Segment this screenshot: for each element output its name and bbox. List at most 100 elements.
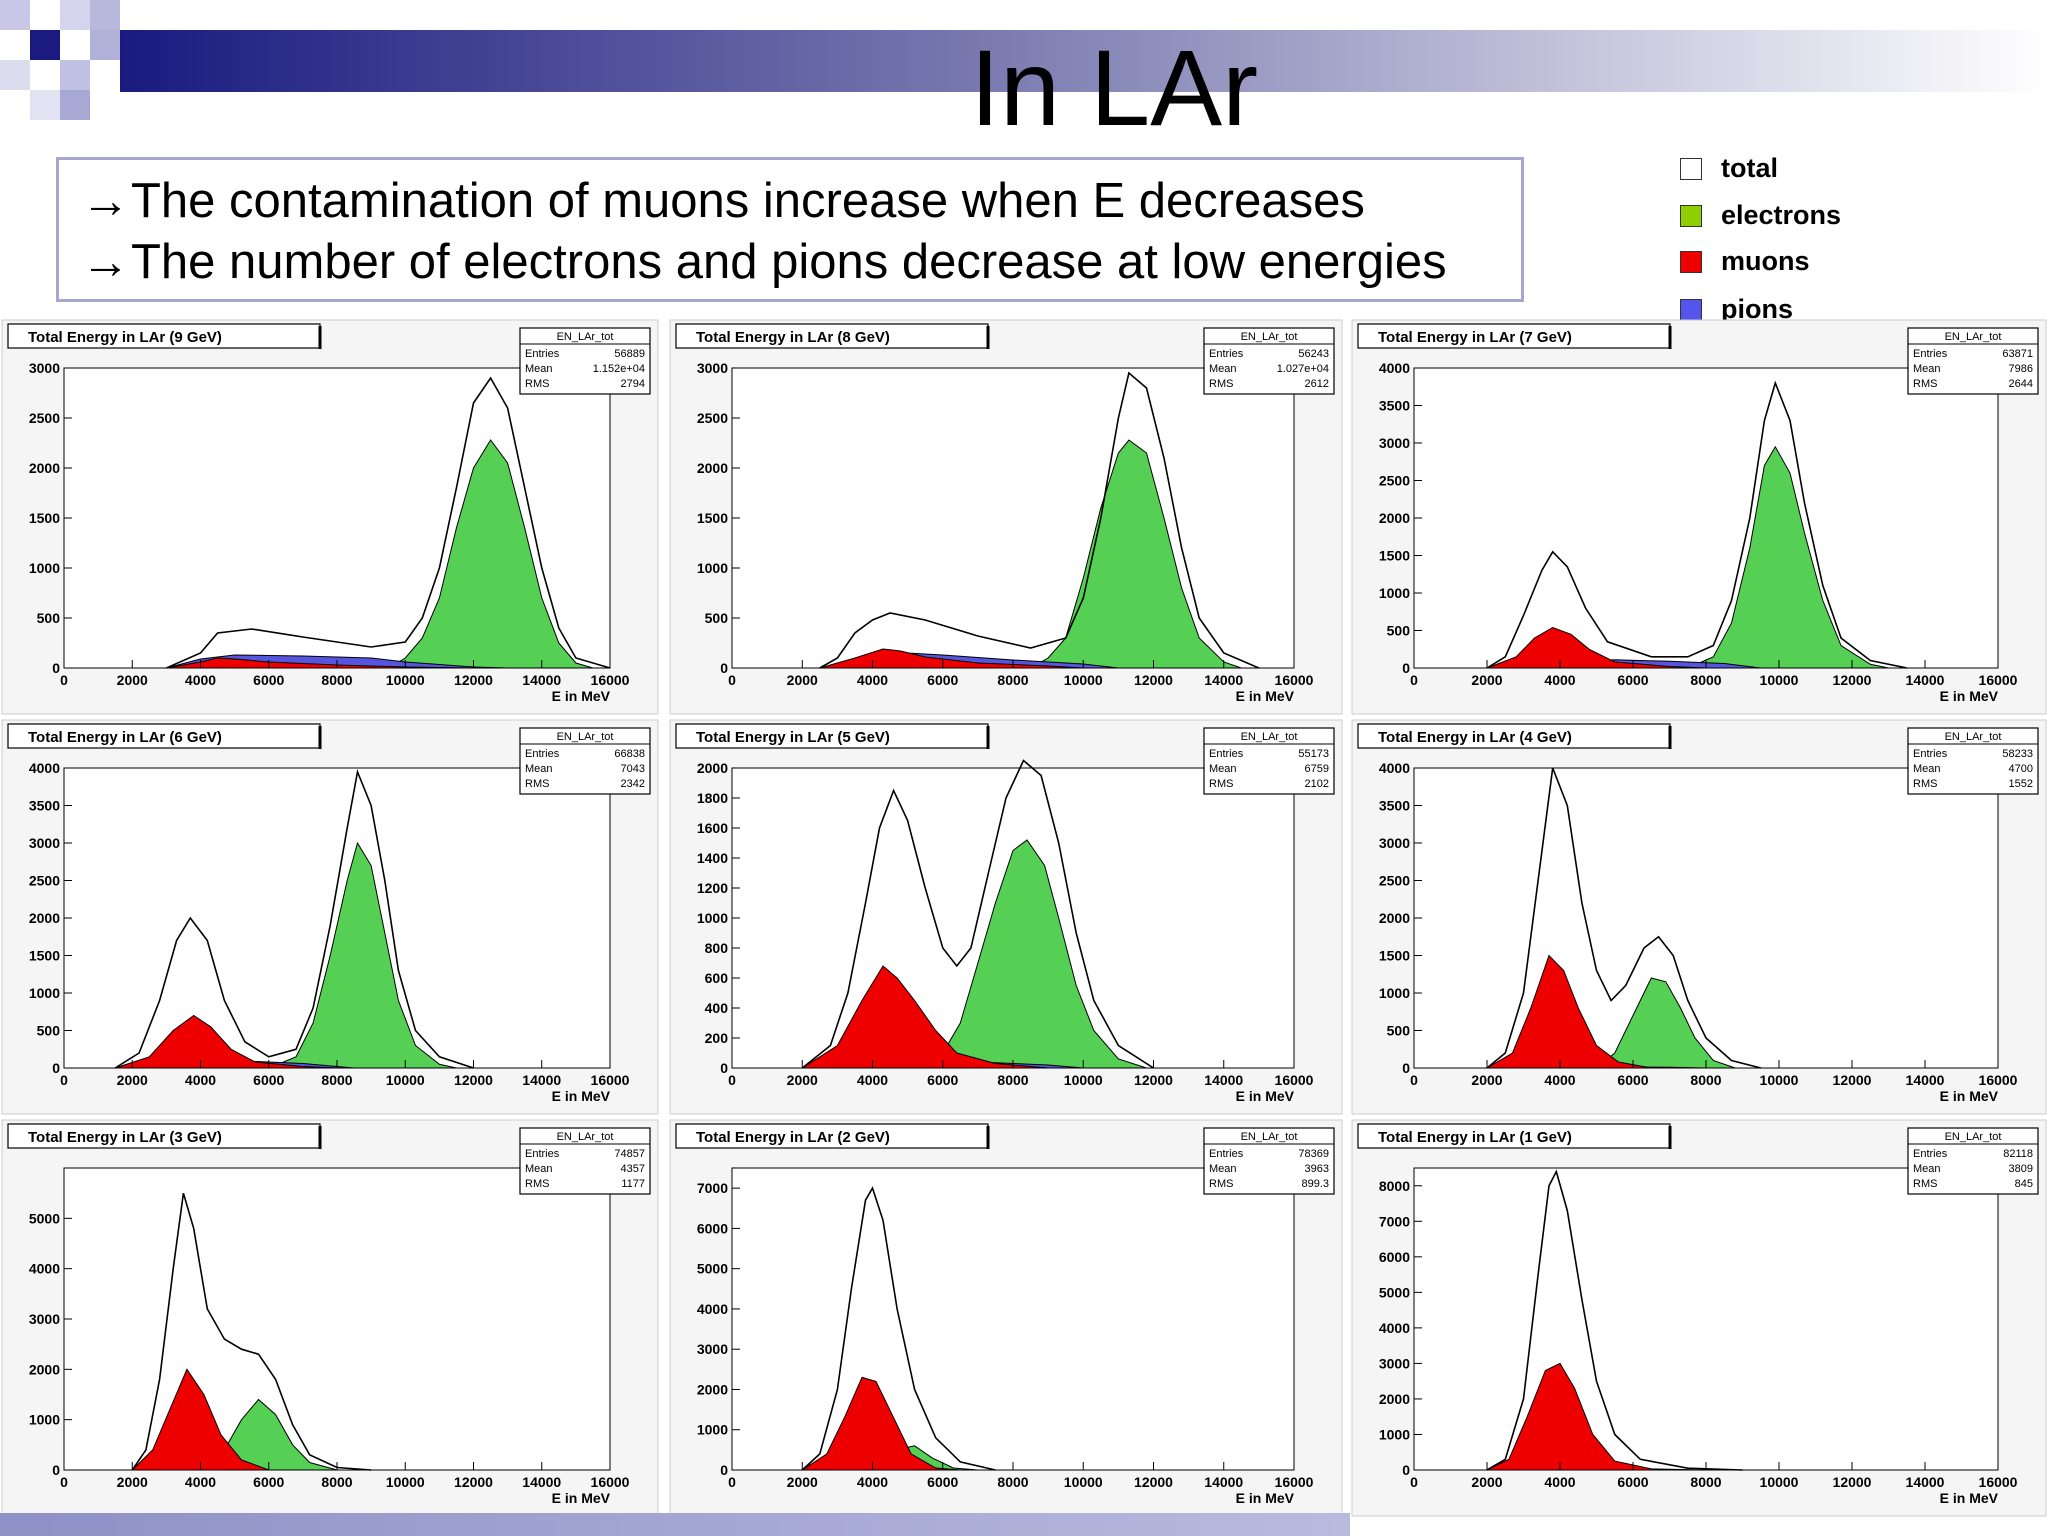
x-tick-label: 12000 <box>1134 672 1173 688</box>
x-tick-label: 0 <box>60 672 68 688</box>
x-tick-label: 16000 <box>1275 1072 1314 1088</box>
stats-value: 1.027e+04 <box>1277 363 1329 375</box>
x-tick-label: 0 <box>60 1474 68 1490</box>
series-electrons-area <box>1687 445 1889 669</box>
x-tick-label: 10000 <box>1760 1474 1799 1490</box>
title-box <box>7 723 321 749</box>
plot-frame <box>1413 767 1999 1069</box>
y-tick-label: 2500 <box>697 410 728 426</box>
bullet-1: →The contamination of muons increase whe… <box>81 172 1365 230</box>
x-tick-label: 16000 <box>591 1474 630 1490</box>
stats-label: Entries <box>525 1148 560 1160</box>
plot-frame <box>63 1167 611 1471</box>
x-tick-label: 16000 <box>591 672 630 688</box>
legend: total electrons muons pions <box>1680 150 1980 330</box>
y-tick-label: 1500 <box>1379 548 1410 564</box>
y-tick-label: 3000 <box>1379 1355 1410 1371</box>
x-tick-label: 2000 <box>787 1474 818 1490</box>
bullet-2: →The number of electrons and pions decre… <box>81 233 1447 291</box>
stats-name: EN_LAr_tot <box>1241 331 1298 343</box>
legend-swatch-total <box>1680 158 1702 180</box>
stats-label: Mean <box>525 1163 553 1175</box>
x-tick-label: 12000 <box>1833 1474 1872 1490</box>
y-tick-label: 1400 <box>697 850 728 866</box>
stats-value: 2794 <box>621 378 645 390</box>
stats-name: EN_LAr_tot <box>557 1131 614 1143</box>
y-tick-label: 1800 <box>697 790 728 806</box>
stats-name: EN_LAr_tot <box>1241 1131 1298 1143</box>
x-tick-label: 2000 <box>1471 1072 1502 1088</box>
y-tick-label: 1000 <box>697 1422 728 1438</box>
y-tick-label: 5000 <box>29 1210 60 1226</box>
y-tick-label: 400 <box>705 1000 729 1016</box>
x-axis-label: E in MeV <box>1940 1490 1999 1506</box>
series-muons-area <box>1485 954 1652 1069</box>
y-tick-label: 7000 <box>697 1180 728 1196</box>
y-tick-label: 1500 <box>1379 948 1410 964</box>
histogram-title: Total Energy in LAr (5 GeV) <box>696 729 890 746</box>
x-tick-label: 6000 <box>927 1072 958 1088</box>
histogram-title: Total Energy in LAr (1 GeV) <box>1378 1129 1572 1146</box>
y-tick-label: 2500 <box>1379 473 1410 489</box>
title-box <box>675 323 989 349</box>
y-tick-label: 3000 <box>697 360 728 376</box>
y-tick-label: 2000 <box>29 910 60 926</box>
header-decoration <box>0 0 2048 120</box>
bullet-text-2: The number of electrons and pions decrea… <box>131 235 1447 289</box>
y-tick-label: 4000 <box>29 1261 60 1277</box>
bullet-box: →The contamination of muons increase whe… <box>56 157 1524 302</box>
x-tick-label: 6000 <box>1617 1474 1648 1490</box>
y-tick-label: 2500 <box>29 410 60 426</box>
x-tick-label: 2000 <box>1471 1474 1502 1490</box>
y-tick-label: 4000 <box>1379 1320 1410 1336</box>
x-tick-label: 0 <box>1410 1474 1418 1490</box>
y-tick-label: 1000 <box>29 1412 60 1428</box>
y-tick-label: 1500 <box>29 510 60 526</box>
x-tick-label: 8000 <box>321 1474 352 1490</box>
legend-swatch-muons <box>1680 251 1702 273</box>
series-muons-area <box>166 657 474 669</box>
title-box <box>1357 723 1671 749</box>
histogram-title: Total Energy in LAr (6 GeV) <box>28 729 222 746</box>
y-tick-label: 4000 <box>1379 760 1410 776</box>
bottom-bar <box>0 1513 1350 1536</box>
series-total-line <box>801 759 1154 1069</box>
x-tick-label: 8000 <box>321 1072 352 1088</box>
y-tick-label: 0 <box>1402 660 1410 676</box>
x-tick-label: 12000 <box>1833 672 1872 688</box>
y-tick-label: 3000 <box>1379 435 1410 451</box>
stats-value: 7043 <box>621 763 645 775</box>
x-tick-label: 8000 <box>321 672 352 688</box>
y-tick-label: 2000 <box>697 460 728 476</box>
stats-label: Mean <box>1913 363 1941 375</box>
x-tick-label: 6000 <box>927 672 958 688</box>
x-tick-label: 14000 <box>1204 1072 1243 1088</box>
plot-frame <box>731 367 1295 669</box>
legend-swatch-electrons <box>1680 205 1702 227</box>
stats-value: 4357 <box>621 1163 645 1175</box>
stats-box <box>1907 1127 2039 1195</box>
stats-value: 66838 <box>614 748 645 760</box>
stats-value: 2102 <box>1305 778 1329 790</box>
x-tick-label: 12000 <box>454 1474 493 1490</box>
y-tick-label: 3000 <box>29 360 60 376</box>
series-muons-area <box>1486 626 1707 669</box>
x-tick-label: 12000 <box>454 672 493 688</box>
legend-label-pions: pions <box>1721 294 1793 324</box>
stats-name: EN_LAr_tot <box>557 731 614 743</box>
series-muons-area <box>1486 1362 1707 1471</box>
histogram-panel-6: 0 2000 4000 6000 8000 10000 12000 14000 16000 0 50… <box>1351 719 2047 1115</box>
series-total-line <box>131 1192 372 1471</box>
series-muons-area <box>115 1014 338 1069</box>
stats-label: Mean <box>1209 363 1237 375</box>
stats-label: Entries <box>1209 748 1244 760</box>
stats-label: Entries <box>1209 348 1244 360</box>
y-tick-label: 0 <box>1402 1060 1410 1076</box>
series-muons-area <box>802 965 1049 1069</box>
stats-label: RMS <box>1209 378 1233 390</box>
stats-name: EN_LAr_tot <box>1945 1131 2002 1143</box>
y-tick-label: 1200 <box>697 880 728 896</box>
y-tick-label: 2000 <box>1379 1391 1410 1407</box>
y-tick-label: 800 <box>705 940 729 956</box>
